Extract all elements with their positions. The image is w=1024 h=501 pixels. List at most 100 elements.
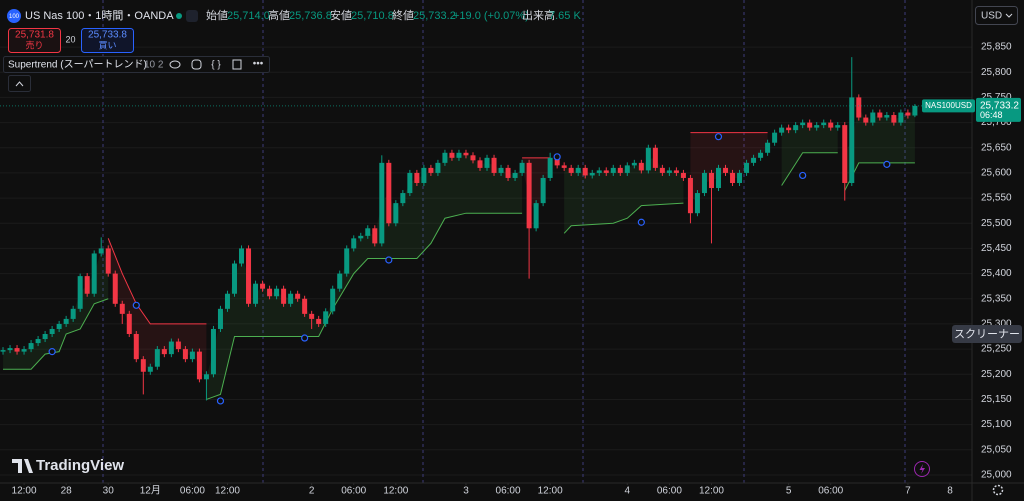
candle-body [400,193,406,204]
candle-body [533,203,539,229]
supertrend-fill [690,132,768,204]
candle-body [49,328,55,335]
symbol-chip [922,99,975,113]
x-tick-label: 5 [786,486,792,497]
candle-body [421,167,427,183]
candle-body [814,125,820,128]
supertrend-line [781,152,838,186]
ohlc-value: 25,714.0 [227,10,270,22]
session-separators [102,0,906,483]
collapse-button[interactable] [8,75,31,92]
candle-body [323,311,329,324]
candle-body [807,122,813,128]
candle-body [687,177,693,214]
candle-body [112,273,118,304]
signal-marker [132,301,140,309]
currency: USD [981,11,1002,22]
screener: スクリーナー [954,327,1020,340]
x-tick-label: 06:00 [657,486,682,497]
candle-body [856,97,862,118]
sell-button[interactable] [8,28,61,53]
candle-body [372,228,378,244]
candle-body [708,172,714,189]
candle-body [645,147,651,171]
supertrend-line [3,298,109,370]
y-tick-label: 25,600 [981,168,1012,179]
more-icon[interactable]: ••• [253,59,264,70]
signal-marker [301,334,309,342]
candle-body [126,313,132,335]
visibility-icon[interactable] [169,60,181,69]
candle-body [70,308,76,319]
candle-body [175,341,181,350]
candle-body [21,349,27,352]
candle-body [484,157,490,168]
candle-body [330,288,336,312]
candle-body [281,288,287,304]
x-tick-label: 06:00 [818,486,843,497]
candle-body [694,193,700,214]
candle-body [337,273,343,289]
candle-body [309,313,315,319]
candle-body [800,122,806,126]
candle-body [666,170,672,173]
sell-label: 売り [25,39,43,50]
signal-marker [385,256,393,264]
ohlc: 始値 25,714.0高値 25,736.8安値 25,710.8終値 25,733.2 [206,8,456,22]
symbol-chip-text: NAS100USD [925,101,972,110]
candle-body [912,105,918,116]
candle-body [133,334,139,360]
screener-button[interactable] [952,325,1022,343]
candle-body [498,167,504,173]
candle-body [547,157,553,178]
indicator-legend[interactable] [3,56,270,73]
alerts-button[interactable] [914,461,930,477]
source-icon[interactable]: { } [211,60,221,71]
candle-body [414,172,420,183]
candle-body [182,349,188,360]
last-price-box [976,97,1021,122]
volume-label: 出来高 [522,8,555,22]
y-tick-label: 25,750 [981,92,1012,103]
ohlc-value: 25,710.8 [351,10,394,22]
y-tick-label: 25,700 [981,117,1012,128]
candle-body [28,343,34,350]
sell-price: 25,731.8 [15,30,54,41]
candle-body [456,152,462,158]
candle-body [561,165,567,168]
symbol-icon[interactable] [7,9,21,23]
candle-body [680,172,686,178]
indicator-params: 10 2 [144,60,164,71]
candle-body [575,167,581,173]
settings-icon[interactable] [191,59,202,70]
candle-body [119,303,125,314]
candle-body [589,172,595,176]
delete-icon[interactable] [232,59,242,70]
candle-body [246,248,252,304]
candle-body [344,248,350,274]
candle-body [701,172,707,194]
last-price-label: 25,733.2 [980,101,1019,112]
eye-button[interactable] [186,10,198,22]
candle-body [365,228,371,236]
candle-body [758,152,764,158]
x-tick-label: 12:00 [538,486,563,497]
candle-body [638,162,644,171]
currency-dropdown[interactable] [975,6,1018,25]
x-tick-label: 2 [309,486,315,497]
candle-body [379,162,385,244]
candle-body [673,170,679,173]
candle-body [14,348,20,352]
buy-button[interactable] [81,28,134,53]
symbol-title[interactable]: US Nas 100・1時間・OANDA [25,9,174,22]
ohlc-label: 終値 [392,8,414,22]
settings-button[interactable] [992,484,1004,496]
candle-body [744,162,750,173]
candle-body [568,167,574,173]
ohlc-label: 高値 [268,8,290,22]
brand-icon [12,459,33,473]
x-tick-label: 28 [61,486,73,497]
dropdown-icon [1005,13,1013,18]
candle-body [393,203,399,224]
